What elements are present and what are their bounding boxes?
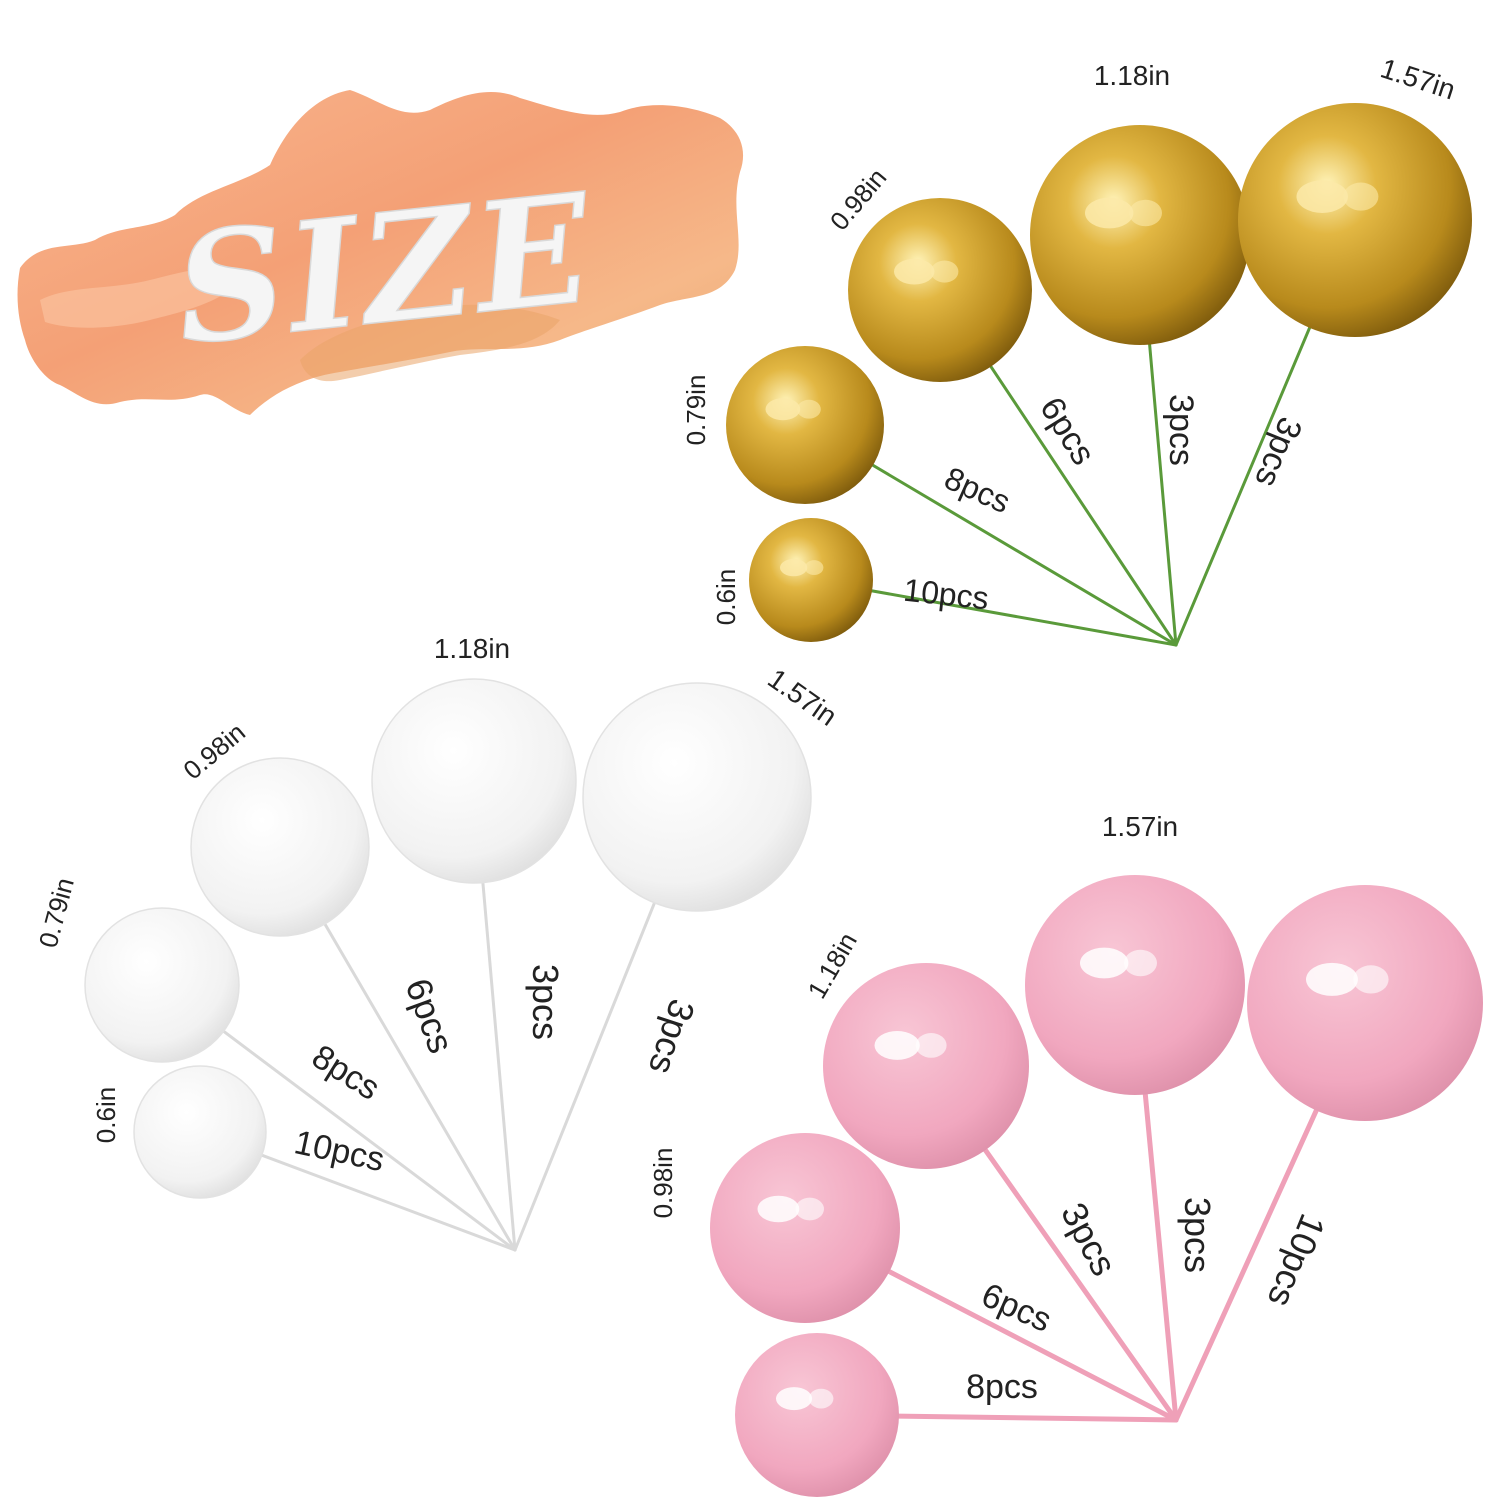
pink-ball-highlight — [808, 1388, 834, 1409]
white-quantity-label: 8pcs — [305, 1038, 386, 1108]
white-size-label: 0.79in — [33, 875, 80, 951]
pink-ball-highlight — [757, 1195, 800, 1223]
gold-ball-highlight — [804, 560, 824, 576]
pink-quantity-label: 8pcs — [966, 1368, 1038, 1406]
gold-ball-highlight — [1085, 197, 1134, 229]
gold-ball-highlight — [930, 260, 959, 283]
gold-size-label: 1.18in — [1094, 60, 1170, 91]
gold-ball-highlight — [1343, 182, 1379, 211]
pink-ball — [710, 1133, 900, 1323]
gold-ball-highlight — [765, 398, 801, 421]
pink-ball — [735, 1333, 899, 1497]
pink-quantity-label: 3pcs — [1053, 1196, 1125, 1282]
size-banner: SIZE — [17, 90, 744, 415]
pink-size-label: 0.98in — [648, 1148, 678, 1219]
pink-quantity-label: 3pcs — [1177, 1197, 1218, 1273]
size-title: SIZE — [168, 160, 602, 379]
watercolor-accent — [40, 266, 250, 328]
pink-size-label: 1.18in — [802, 927, 863, 1003]
white-ball — [582, 682, 812, 912]
white-size-label: 0.6in — [91, 1087, 121, 1143]
white-size-label: 1.18in — [434, 633, 510, 664]
pink-ball — [1025, 875, 1245, 1095]
pink-ball-highlight — [1306, 962, 1358, 996]
pink-ball-highlight — [915, 1033, 947, 1058]
gold-size-label: 1.57in — [1377, 52, 1459, 105]
watercolor-accent — [300, 304, 560, 382]
gold-size-label: 0.6in — [711, 569, 741, 625]
gold-size-label: 0.79in — [681, 375, 711, 446]
pink-quantity-label: 10pcs — [1260, 1208, 1334, 1312]
gold-ball — [749, 518, 873, 642]
gold-ball — [1238, 103, 1472, 337]
gold-ball-highlight — [780, 558, 808, 577]
watercolor-brush-stroke — [17, 90, 744, 415]
pink-ball-highlight — [874, 1030, 920, 1060]
pink-ball-group: 8pcs 0.98in 6pcs 1.18in 3pcs 1.57in 3pcs 10pcs — [648, 811, 1483, 1497]
pink-ball-highlight — [1080, 947, 1129, 979]
gold-quantity-label: 3pcs — [1162, 394, 1200, 466]
gold-quantity-label: 10pcs — [902, 572, 991, 617]
gold-quantity-label: 6pcs — [1032, 391, 1102, 472]
pink-ball — [823, 963, 1029, 1169]
pink-ball-highlight — [795, 1197, 824, 1221]
white-ball — [133, 1065, 267, 1199]
pink-ball-highlight — [1124, 949, 1157, 977]
pink-ball-highlight — [776, 1387, 813, 1411]
gold-ball-highlight — [797, 399, 821, 419]
pink-quantity-label: 6pcs — [976, 1276, 1057, 1340]
white-quantity-label: 6pcs — [397, 973, 462, 1058]
white-ball — [371, 678, 577, 884]
white-ball — [190, 757, 370, 937]
gold-ball-highlight — [1129, 199, 1162, 227]
pink-ball-highlight — [1353, 965, 1389, 994]
white-quantity-label: 3pcs — [641, 994, 703, 1079]
gold-ball-highlight — [1296, 180, 1348, 213]
pink-ball — [1247, 885, 1483, 1121]
gold-ball-highlight — [894, 258, 935, 285]
white-ball — [84, 907, 240, 1063]
gold-ball — [848, 198, 1032, 382]
gold-ball-group: 0.6in 10pcs0.79in8pcs0.98in6pcs1.18in3pcs… — [681, 52, 1472, 647]
gold-ball — [1030, 125, 1250, 345]
white-quantity-label: 3pcs — [525, 964, 566, 1040]
pink-size-label: 1.57in — [1102, 811, 1178, 842]
gold-ball — [726, 346, 884, 504]
white-ball-group: 0.6in10pcs0.79in8pcs0.98in6pcs1.18in3pcs… — [33, 633, 843, 1252]
